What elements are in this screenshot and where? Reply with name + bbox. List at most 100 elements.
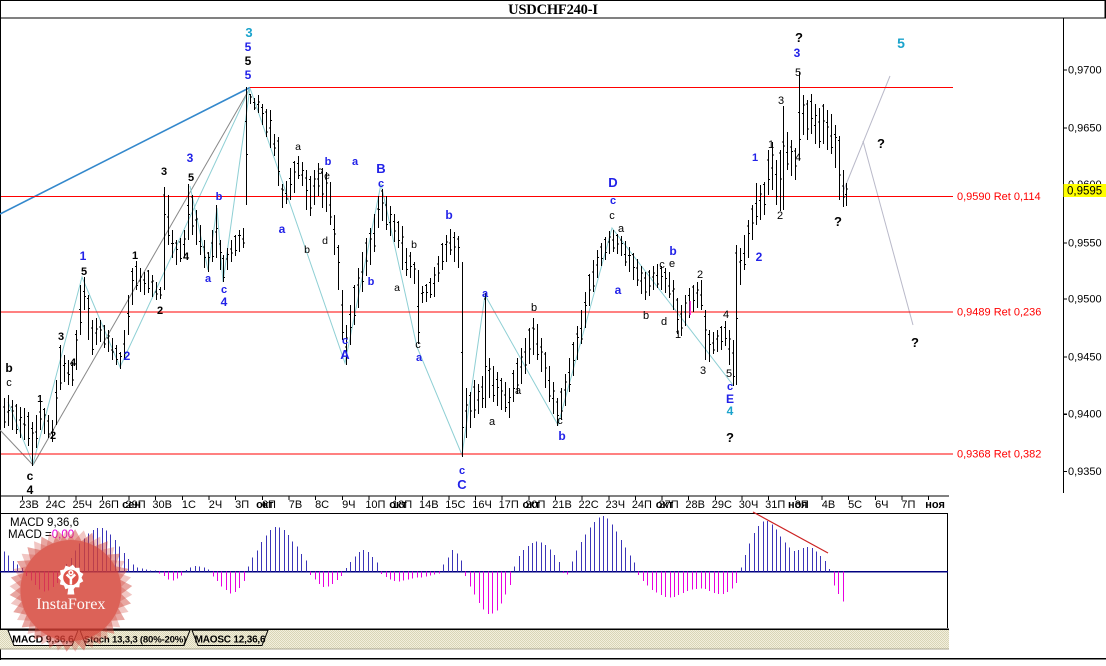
- svg-text:0,9350: 0,9350: [1068, 466, 1102, 478]
- svg-text:6Ч: 6Ч: [875, 499, 888, 511]
- svg-text:1: 1: [132, 250, 138, 262]
- svg-text:1С: 1С: [182, 499, 196, 511]
- svg-text:a: a: [515, 385, 522, 397]
- svg-text:2: 2: [756, 250, 763, 264]
- svg-text:0,9489 Ret 0,236: 0,9489 Ret 0,236: [957, 307, 1041, 319]
- svg-text:a: a: [279, 222, 286, 236]
- svg-text:c: c: [610, 195, 616, 207]
- svg-text:3: 3: [58, 331, 64, 343]
- svg-text:7П: 7П: [901, 499, 915, 511]
- svg-text:5: 5: [81, 266, 87, 278]
- svg-text:?: ?: [726, 430, 734, 445]
- svg-text:4: 4: [727, 404, 734, 418]
- svg-text:3: 3: [794, 46, 801, 60]
- svg-text:c: c: [557, 415, 563, 427]
- svg-text:a: a: [205, 273, 212, 285]
- svg-text:?: ?: [795, 30, 803, 45]
- svg-text:0,9595: 0,9595: [1067, 186, 1102, 198]
- svg-text:4В: 4В: [822, 499, 835, 511]
- svg-text:5: 5: [245, 40, 252, 54]
- svg-text:a: a: [482, 288, 489, 300]
- svg-text:b: b: [558, 429, 565, 443]
- svg-text:b: b: [368, 276, 375, 288]
- svg-text:24П: 24П: [632, 499, 652, 511]
- svg-text:10П: 10П: [365, 499, 385, 511]
- svg-text:2: 2: [697, 269, 703, 281]
- svg-text:0,9500: 0,9500: [1068, 294, 1102, 306]
- svg-text:31П: 31П: [765, 499, 785, 511]
- svg-text:2: 2: [777, 210, 783, 222]
- svg-text:ноя: ноя: [788, 499, 808, 511]
- svg-text:a: a: [394, 282, 400, 294]
- svg-text:24С: 24С: [46, 499, 66, 511]
- svg-text:4: 4: [27, 483, 34, 497]
- svg-text:4: 4: [183, 251, 190, 263]
- svg-text:MACD 9,36,6: MACD 9,36,6: [10, 517, 79, 529]
- svg-text:?: ?: [877, 136, 885, 151]
- svg-text:21В: 21В: [552, 499, 572, 511]
- svg-text:2: 2: [50, 430, 56, 442]
- svg-text:5С: 5С: [848, 499, 862, 511]
- svg-text:28В: 28В: [685, 499, 705, 511]
- svg-text:5: 5: [245, 68, 252, 82]
- svg-text:4: 4: [70, 357, 77, 369]
- svg-text:30Ч: 30Ч: [739, 499, 759, 511]
- svg-text:a: a: [295, 141, 301, 153]
- svg-text:14В: 14В: [419, 499, 439, 511]
- svg-text:c: c: [415, 339, 421, 351]
- svg-text:1: 1: [80, 249, 87, 263]
- svg-text:5: 5: [188, 172, 194, 184]
- svg-text:d: d: [661, 316, 667, 328]
- svg-text:c: c: [317, 165, 322, 177]
- svg-text:e: e: [324, 170, 330, 182]
- svg-text:0,9400: 0,9400: [1068, 409, 1102, 421]
- svg-text:c: c: [6, 377, 12, 389]
- svg-text:a: a: [416, 352, 423, 364]
- svg-text:3: 3: [700, 365, 706, 377]
- svg-text:17П: 17П: [499, 499, 519, 511]
- svg-text:1: 1: [37, 394, 43, 405]
- svg-text:окт: окт: [256, 499, 274, 511]
- svg-text:8С: 8С: [315, 499, 329, 511]
- svg-text:?: ?: [834, 214, 842, 229]
- svg-text:1: 1: [768, 139, 774, 151]
- svg-text:InstaForex: InstaForex: [36, 595, 105, 613]
- svg-text:C: C: [457, 477, 467, 492]
- svg-text:a: a: [352, 156, 359, 168]
- svg-text:2Ч: 2Ч: [209, 499, 222, 511]
- svg-text:d: d: [322, 235, 328, 247]
- svg-text:?: ?: [911, 335, 919, 350]
- svg-text:4: 4: [795, 152, 801, 164]
- svg-text:23В: 23В: [19, 499, 39, 511]
- svg-text:a: a: [618, 223, 625, 235]
- svg-text:0,9368 Ret 0,382: 0,9368 Ret 0,382: [957, 449, 1041, 461]
- svg-text:16Ч: 16Ч: [472, 499, 492, 511]
- svg-text:4: 4: [723, 309, 729, 321]
- svg-text:b: b: [669, 244, 676, 258]
- svg-text:c: c: [27, 469, 34, 483]
- svg-text:b: b: [531, 302, 537, 314]
- svg-text:b: b: [411, 239, 417, 251]
- svg-text:3П: 3П: [235, 499, 249, 511]
- svg-text:b: b: [325, 156, 332, 168]
- svg-text:3: 3: [778, 95, 784, 107]
- svg-text:3: 3: [187, 151, 194, 165]
- svg-text:15С: 15С: [445, 499, 465, 511]
- svg-text:25Ч: 25Ч: [73, 499, 93, 511]
- svg-text:2: 2: [157, 305, 163, 317]
- svg-text:b: b: [5, 361, 12, 375]
- svg-text:2: 2: [124, 349, 131, 363]
- svg-text:A: A: [340, 347, 350, 362]
- svg-text:0,9650: 0,9650: [1068, 122, 1102, 134]
- svg-text:22С: 22С: [579, 499, 599, 511]
- svg-text:5: 5: [795, 67, 801, 79]
- svg-text:окт: окт: [656, 499, 674, 511]
- svg-text:0,9450: 0,9450: [1068, 351, 1102, 363]
- svg-text:0,9550: 0,9550: [1068, 238, 1102, 250]
- svg-text:c: c: [378, 178, 384, 190]
- svg-text:b: b: [216, 191, 223, 203]
- svg-text:b: b: [643, 310, 649, 322]
- svg-text:26П: 26П: [99, 499, 119, 511]
- svg-text:ноя: ноя: [925, 499, 945, 511]
- svg-text:0,9700: 0,9700: [1068, 65, 1102, 77]
